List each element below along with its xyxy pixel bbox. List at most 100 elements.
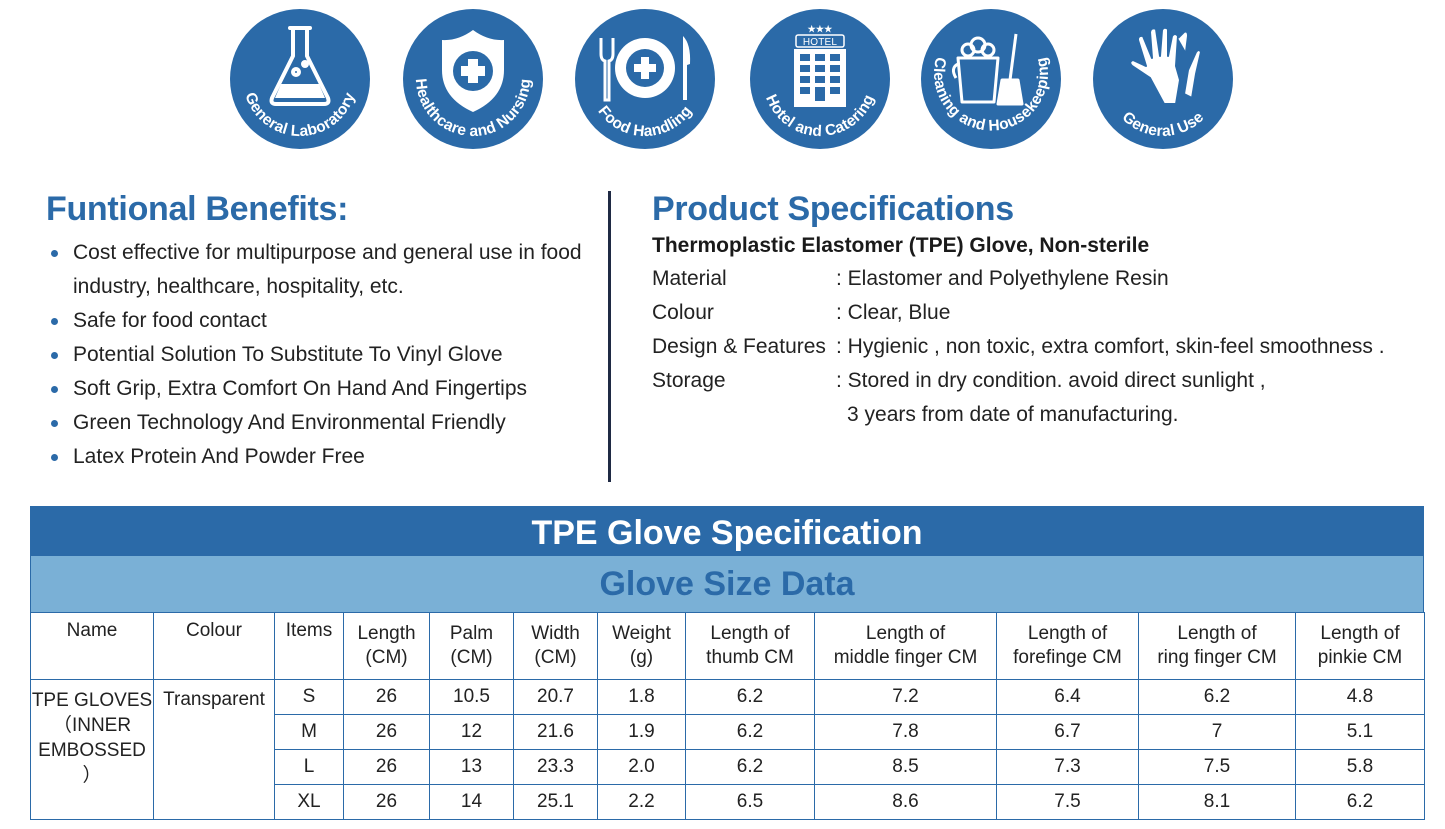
column-divider bbox=[608, 191, 611, 482]
table-cell: 7.2 bbox=[814, 679, 997, 715]
benefit-item: Cost effective for multipurpose and gene… bbox=[46, 236, 606, 304]
header-line: Length of bbox=[1177, 623, 1257, 644]
table-cell: 6.5 bbox=[685, 784, 815, 820]
table-cell: 7 bbox=[1138, 714, 1296, 750]
column-header: Length of ring finger CM bbox=[1138, 612, 1296, 680]
column-header: Length of middle finger CM bbox=[814, 612, 997, 680]
table-cell: 6.7 bbox=[996, 714, 1139, 750]
specs-title: Product Specifications bbox=[652, 190, 1014, 228]
table-cell: 13 bbox=[429, 749, 514, 785]
header-line: Length of bbox=[710, 623, 790, 644]
table-cell: M bbox=[274, 714, 344, 750]
spec-value: : Clear, Blue bbox=[836, 301, 951, 324]
table-title: TPE Glove Specification bbox=[30, 506, 1424, 556]
table-cell: L bbox=[274, 749, 344, 785]
benefits-list: Cost effective for multipurpose and gene… bbox=[46, 236, 606, 474]
table-cell: 5.1 bbox=[1295, 714, 1425, 750]
header-line: Length of bbox=[1320, 623, 1400, 644]
spec-row-storage-continued: 3 years from date of manufacturing. bbox=[652, 398, 1442, 432]
benefit-item: Latex Protein And Powder Free bbox=[46, 440, 606, 474]
table-cell: 25.1 bbox=[513, 784, 598, 820]
table-row: L 26 13 23.3 2.0 6.2 8.5 7.3 7.5 5.8 bbox=[31, 749, 1425, 785]
column-header: Width (CM) bbox=[513, 612, 598, 680]
header-line: Length of bbox=[865, 623, 946, 644]
table-cell: 8.1 bbox=[1138, 784, 1296, 820]
table-cell: 8.6 bbox=[814, 784, 997, 820]
header-line: forefinge CM bbox=[1013, 647, 1122, 668]
benefits-title: Funtional Benefits: bbox=[46, 190, 349, 228]
header-line: Palm bbox=[449, 623, 494, 644]
product-name-line: EMBOSSED ） bbox=[38, 740, 146, 786]
table-row: XL 26 14 25.1 2.2 6.5 8.6 7.5 8.1 6.2 bbox=[31, 784, 1425, 820]
plate-cutlery-icon bbox=[599, 36, 691, 102]
header-line: (CM) bbox=[534, 647, 577, 668]
hotel-sign: HOTEL bbox=[803, 37, 838, 48]
svg-text:★★★: ★★★ bbox=[808, 24, 834, 34]
table-cell: 2.0 bbox=[597, 749, 686, 785]
table-cell: 21.6 bbox=[513, 714, 598, 750]
header-line: Colour bbox=[186, 620, 242, 641]
header-line: (CM) bbox=[450, 647, 493, 668]
table-cell: 1.9 bbox=[597, 714, 686, 750]
table-cell: 7.5 bbox=[1138, 749, 1296, 785]
cleaning-bucket-icon bbox=[951, 33, 1024, 106]
header-line: ring finger CM bbox=[1157, 647, 1277, 668]
column-header: Weight (g) bbox=[597, 612, 686, 680]
header-line: thumb CM bbox=[706, 647, 794, 668]
column-header: Length of forefinge CM bbox=[996, 612, 1139, 680]
table-cell: 14 bbox=[429, 784, 514, 820]
table-cell: 8.5 bbox=[814, 749, 997, 785]
spec-row-material: Material : Elastomer and Polyethylene Re… bbox=[652, 262, 1442, 296]
benefit-item: Safe for food contact bbox=[46, 304, 606, 338]
column-header: Length of pinkie CM bbox=[1295, 612, 1425, 680]
spec-label: Material bbox=[652, 267, 727, 290]
table-subtitle: Glove Size Data bbox=[30, 556, 1424, 612]
general-use-badge: General Use bbox=[1092, 8, 1234, 150]
header-line: Length of bbox=[1027, 623, 1108, 644]
table-cell: 26 bbox=[343, 784, 430, 820]
table-cell: 1.8 bbox=[597, 679, 686, 715]
product-specifications-section: Product Specifications Thermoplastic Ela… bbox=[652, 188, 1442, 432]
gloves-icon bbox=[1129, 26, 1202, 105]
general-laboratory-badge: General Laboratory bbox=[229, 8, 371, 150]
table-cell: 2.2 bbox=[597, 784, 686, 820]
hotel-building-icon: ★★★ HOTEL bbox=[794, 24, 846, 107]
table-cell: 26 bbox=[343, 749, 430, 785]
table-cell: 26 bbox=[343, 714, 430, 750]
benefit-item: Soft Grip, Extra Comfort On Hand And Fin… bbox=[46, 372, 606, 406]
table-cell: 10.5 bbox=[429, 679, 514, 715]
table-row: TPE GLOVES （INNER EMBOSSED ） Transparent S 26… bbox=[30, 679, 1425, 820]
product-name-line: TPE GLOVES bbox=[31, 690, 153, 711]
table-cell: XL bbox=[274, 784, 344, 820]
header-line: Name bbox=[66, 620, 118, 641]
header-line: Width bbox=[531, 623, 580, 644]
table-cell: 20.7 bbox=[513, 679, 598, 715]
table-cell: 7.3 bbox=[996, 749, 1139, 785]
spec-label: Colour bbox=[652, 301, 714, 324]
table-cell: 4.8 bbox=[1295, 679, 1425, 715]
benefit-item: Green Technology And Environmental Frien… bbox=[46, 406, 606, 440]
table-cell: 6.2 bbox=[685, 679, 815, 715]
table-cell: S bbox=[274, 679, 344, 715]
column-header: Length (CM) bbox=[343, 612, 430, 680]
table-header-row: Name Colour Items Length (CM) Palm (CM) Width (C… bbox=[30, 612, 1425, 680]
table-cell: 6.2 bbox=[685, 749, 815, 785]
table-cell: 12 bbox=[429, 714, 514, 750]
glove-specification-table-section: TPE Glove Specification Glove Size Data … bbox=[30, 506, 1425, 820]
column-header: Palm (CM) bbox=[429, 612, 514, 680]
header-line: Length bbox=[357, 623, 416, 644]
column-header: Items bbox=[274, 612, 344, 680]
table-cell: 6.2 bbox=[685, 714, 815, 750]
header-line: middle finger CM bbox=[833, 647, 978, 668]
medical-shield-icon bbox=[442, 30, 504, 112]
cleaning-housekeeping-badge: Cleaning and Housekeeping bbox=[920, 8, 1062, 150]
header-line: Weight bbox=[612, 623, 671, 644]
product-name-cell: TPE GLOVES （INNER EMBOSSED ） bbox=[30, 679, 154, 820]
table-cell: 7.5 bbox=[996, 784, 1139, 820]
application-icons-row: General Laboratory Healthcare and Nursin… bbox=[0, 8, 1445, 154]
column-header: Length of thumb CM bbox=[685, 612, 815, 680]
spec-label: Storage bbox=[652, 369, 726, 392]
table-row: M 26 12 21.6 1.9 6.2 7.8 6.7 7 5.1 bbox=[31, 714, 1425, 750]
spec-label: Design & Features bbox=[652, 335, 826, 358]
hotel-catering-badge: ★★★ HOTEL Hotel and Catering bbox=[749, 8, 891, 150]
